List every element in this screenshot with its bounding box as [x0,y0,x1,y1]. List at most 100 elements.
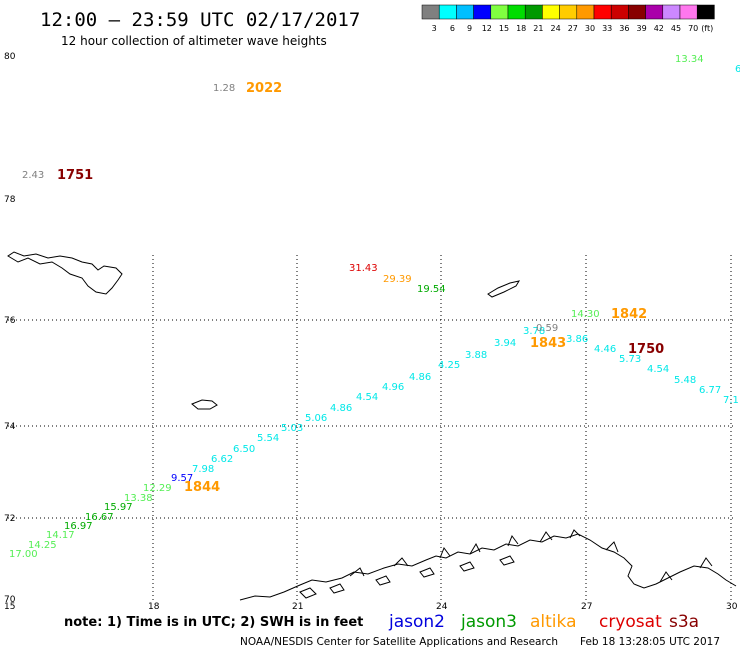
wave-height-value: 17.00 [9,549,38,560]
wave-height-value: 29.39 [383,274,412,285]
scale-label: 39 [637,24,647,33]
scale-swatch [456,4,474,20]
wave-height-value: 5.48 [674,375,696,386]
map-title: 12:00 – 23:59 UTC 02/17/2017 [40,9,360,31]
wave-height-value: 2.43 [22,170,44,181]
satellite-cryosat: cryosat [599,612,662,632]
wave-height-value: 4.86 [409,372,431,383]
scale-swatch [507,4,526,20]
satellite-legend: jason2 jason3 altika cryosat s3a [388,612,699,632]
lon-label-24: 24 [436,602,448,612]
scale-swatch [610,4,629,20]
timestamp-text: Feb 18 13:28:05 UTC 2017 [580,636,720,648]
wave-height-value: 6.50 [233,444,255,455]
kvitoya-coast [487,280,521,298]
wave-height-value: 6.77 [699,385,721,396]
scale-swatch [662,4,681,20]
lon-label-30: 30 [726,602,738,612]
wave-height-value: 15.97 [104,502,133,513]
lon-label-18: 18 [148,602,160,612]
pass-time-labels: 1751 2022 1842 1843 1750 1844 [57,81,664,495]
scale-swatch [576,4,595,20]
scale-swatch [524,4,543,20]
scale-swatch [628,4,646,20]
wave-height-value: 4.25 [438,360,460,371]
satellite-altika: altika [530,612,577,632]
wave-height-value: 4.54 [356,392,378,403]
wave-height-value: 7.98 [192,464,214,475]
credit-text: NOAA/NESDIS Center for Satellite Applica… [240,636,558,648]
scale-swatch [542,4,560,20]
scale-swatch [645,4,664,20]
lat-label-80: 80 [4,52,16,62]
wave-height-value: 5.03 [281,423,303,434]
scale-label: 18 [516,24,526,33]
wave-height-value: 4.86 [330,403,352,414]
wave-height-value: 6 [735,64,740,75]
wave-height-value: 3.86 [566,334,588,345]
lat-label-72: 72 [4,514,15,524]
lon-label-15: 15 [4,602,15,612]
scale-unit: (ft) [701,24,713,33]
wave-height-value: 4.54 [647,364,669,375]
satellite-jason3: jason3 [460,612,517,632]
lat-label-76: 76 [4,316,16,326]
wave-height-value: 14.30 [571,309,600,320]
wave-height-value: 19.54 [417,284,446,295]
units-note: note: 1) Time is in UTC; 2) SWH is in fe… [64,615,363,630]
scale-swatch [490,4,509,20]
wave-height-value: 4.96 [382,382,404,393]
pass-time: 1842 [611,307,647,322]
scale-label: 15 [499,24,509,33]
scale-swatch [438,4,457,20]
wave-height-value: 16.97 [64,521,93,532]
wave-height-value: 1.28 [213,83,235,94]
svalbard-coast [7,251,123,295]
wave-height-value: 0.59 [536,323,558,334]
wave-height-value: 31.43 [349,263,378,274]
scale-swatch [593,4,612,20]
wave-height-value: 5.06 [305,413,327,424]
scale-label: 70 [688,24,698,33]
wave-height-value: 13.38 [124,493,153,504]
lon-label-21: 21 [292,602,303,612]
scale-swatch [559,4,578,20]
coastlines [7,251,737,601]
scale-swatch [696,4,715,20]
pass-time: 1843 [530,336,566,351]
pass-time: 2022 [246,81,282,96]
wave-height-value: 14.25 [28,540,57,551]
scale-label: 42 [654,24,664,33]
scale-label: 45 [671,24,681,33]
wave-height-value: 9.57 [171,473,193,484]
wave-height-value: 3.88 [465,350,487,361]
color-scale-legend: 3 6 9 12 15 18 21 24 27 30 33 36 39 42 45 70 (ft) [421,4,715,33]
wave-height-value: 3.78 [523,326,545,337]
wave-height-value: 5.54 [257,433,279,444]
scale-label: 6 [450,24,455,33]
scale-swatch [679,4,698,20]
wave-height-value: 12.29 [143,483,172,494]
pass-time: 1844 [184,480,220,495]
lat-lon-grid [8,255,736,600]
scale-label: 12 [482,24,492,33]
wave-height-value: 7.1 [723,395,739,406]
scale-label: 21 [533,24,543,33]
scale-label: 33 [602,24,612,33]
pass-time: 1750 [628,342,664,357]
scale-label: 3 [432,24,437,33]
lat-label-74: 74 [4,422,16,432]
wave-height-value: 16.67 [85,512,114,523]
altimeter-tracks: 5.73 4.54 5.486.777.1 4.46 3.86 3.78 3.94 3.88 4… [9,54,740,560]
scale-label: 9 [467,24,472,33]
norway-coast [239,533,737,601]
bear-island-coast [191,399,218,410]
scale-label: 27 [568,24,578,33]
scale-swatch [421,4,440,20]
wave-height-value: 3.94 [494,338,516,349]
wave-height-value: 13.34 [675,54,704,65]
wave-height-value: 6.62 [211,454,233,465]
lat-label-70: 70 [4,595,16,605]
scale-label: 30 [585,24,595,33]
